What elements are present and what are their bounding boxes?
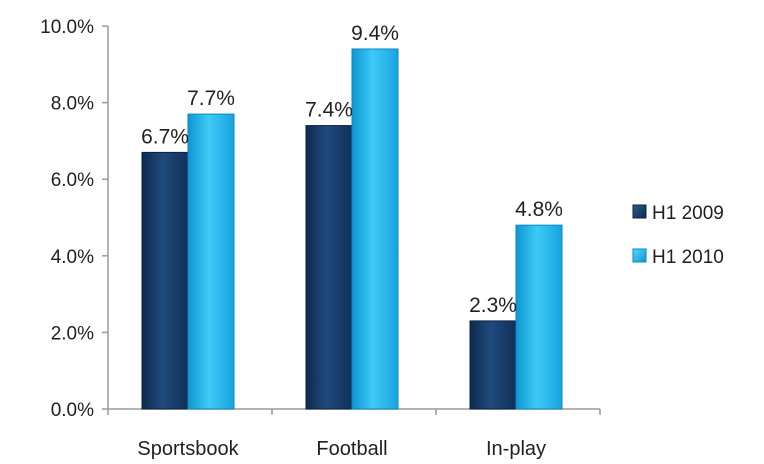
y-tick-label: 4.0%	[51, 247, 94, 268]
legend-swatch	[632, 204, 647, 219]
bars	[141, 48, 563, 410]
data-label: 9.4%	[351, 22, 399, 45]
data-label: 7.4%	[305, 99, 353, 122]
data-label: 4.8%	[515, 198, 563, 221]
x-category-label: Football	[316, 438, 387, 460]
bar-h1-2010-in-play	[515, 224, 563, 410]
legend-label: H1 2009	[652, 203, 724, 224]
bar-h1-2009-football	[305, 125, 353, 410]
bar-h1-2010-football	[351, 48, 399, 410]
legend-label: H1 2010	[652, 247, 724, 268]
data-label: 2.3%	[469, 294, 517, 317]
data-label: 7.7%	[187, 87, 235, 110]
bar-h1-2009-sportsbook	[141, 151, 189, 410]
legend: H1 2009 H1 2010	[632, 203, 724, 268]
legend-swatch	[632, 248, 647, 263]
bar-h1-2010-sportsbook	[187, 113, 235, 410]
x-category-label: In-play	[486, 438, 546, 460]
y-tick-label: 10.0%	[40, 17, 94, 38]
y-tick-label: 0.0%	[51, 400, 94, 421]
labels: 6.7% 7.7% Sportsbook 7.4% 9.4% Football 2.3% 4.…	[137, 22, 563, 460]
data-label: 6.7%	[141, 125, 189, 148]
y-tick-label: 8.0%	[51, 94, 94, 115]
x-category-label: Sportsbook	[137, 438, 239, 460]
bar-h1-2009-in-play	[469, 320, 517, 410]
y-tick-label: 6.0%	[51, 170, 94, 191]
y-tick-label: 2.0%	[51, 323, 94, 344]
